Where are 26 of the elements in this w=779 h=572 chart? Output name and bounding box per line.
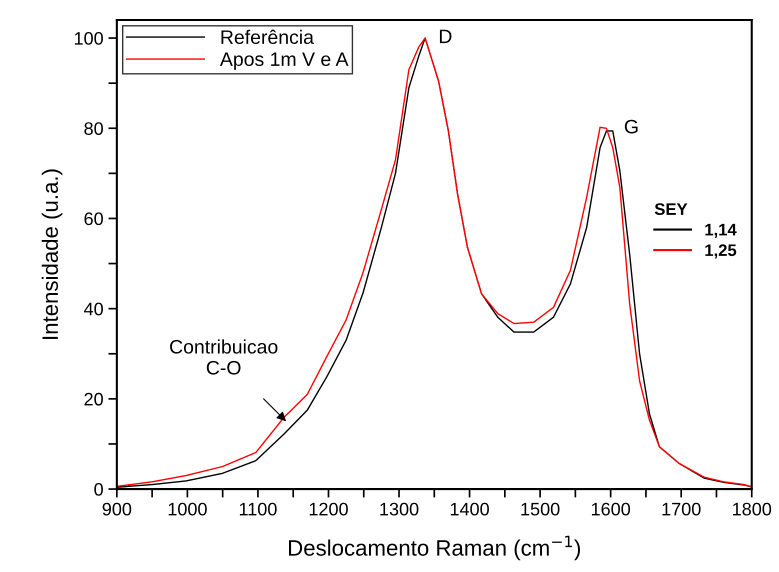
x-tick-label: 1100 — [240, 502, 277, 516]
y-tick-label: 80 — [84, 122, 103, 135]
x-tick-label: 1700 — [662, 502, 701, 516]
x-axis-title: Deslocamento Raman (cm$^{−1}$) — [289, 536, 580, 560]
y-tick-label: 100 — [74, 32, 103, 45]
annotation: 1,25 — [705, 244, 736, 259]
annotation: Contribuicao C-O — [170, 339, 278, 375]
legend-label: Apos 1m V e A — [220, 52, 348, 70]
x-tick-label: 1400 — [450, 502, 489, 516]
y-tick-label: 40 — [84, 302, 103, 316]
y-tick-label: 0 — [94, 482, 103, 496]
y-tick-label: 60 — [84, 212, 103, 226]
x-tick-label: 1600 — [592, 502, 630, 516]
legend-title: SEY — [654, 203, 688, 216]
y-axis-title: Intensidade (u.a.) — [42, 169, 62, 339]
x-tick-label: 900 — [102, 502, 132, 516]
x-tick-label: 1800 — [733, 502, 772, 516]
x-tick-label: 1200 — [310, 502, 348, 516]
x-tick-label: 1000 — [168, 502, 207, 516]
annotation: G — [624, 120, 638, 134]
legend-label: Referência — [222, 30, 314, 44]
x-tick-label: 1300 — [380, 502, 418, 516]
y-tick-label: 20 — [84, 392, 103, 406]
x-tick-label: 1500 — [521, 502, 560, 516]
annotation: 1,14 — [705, 224, 737, 238]
annotation: D — [440, 30, 452, 44]
